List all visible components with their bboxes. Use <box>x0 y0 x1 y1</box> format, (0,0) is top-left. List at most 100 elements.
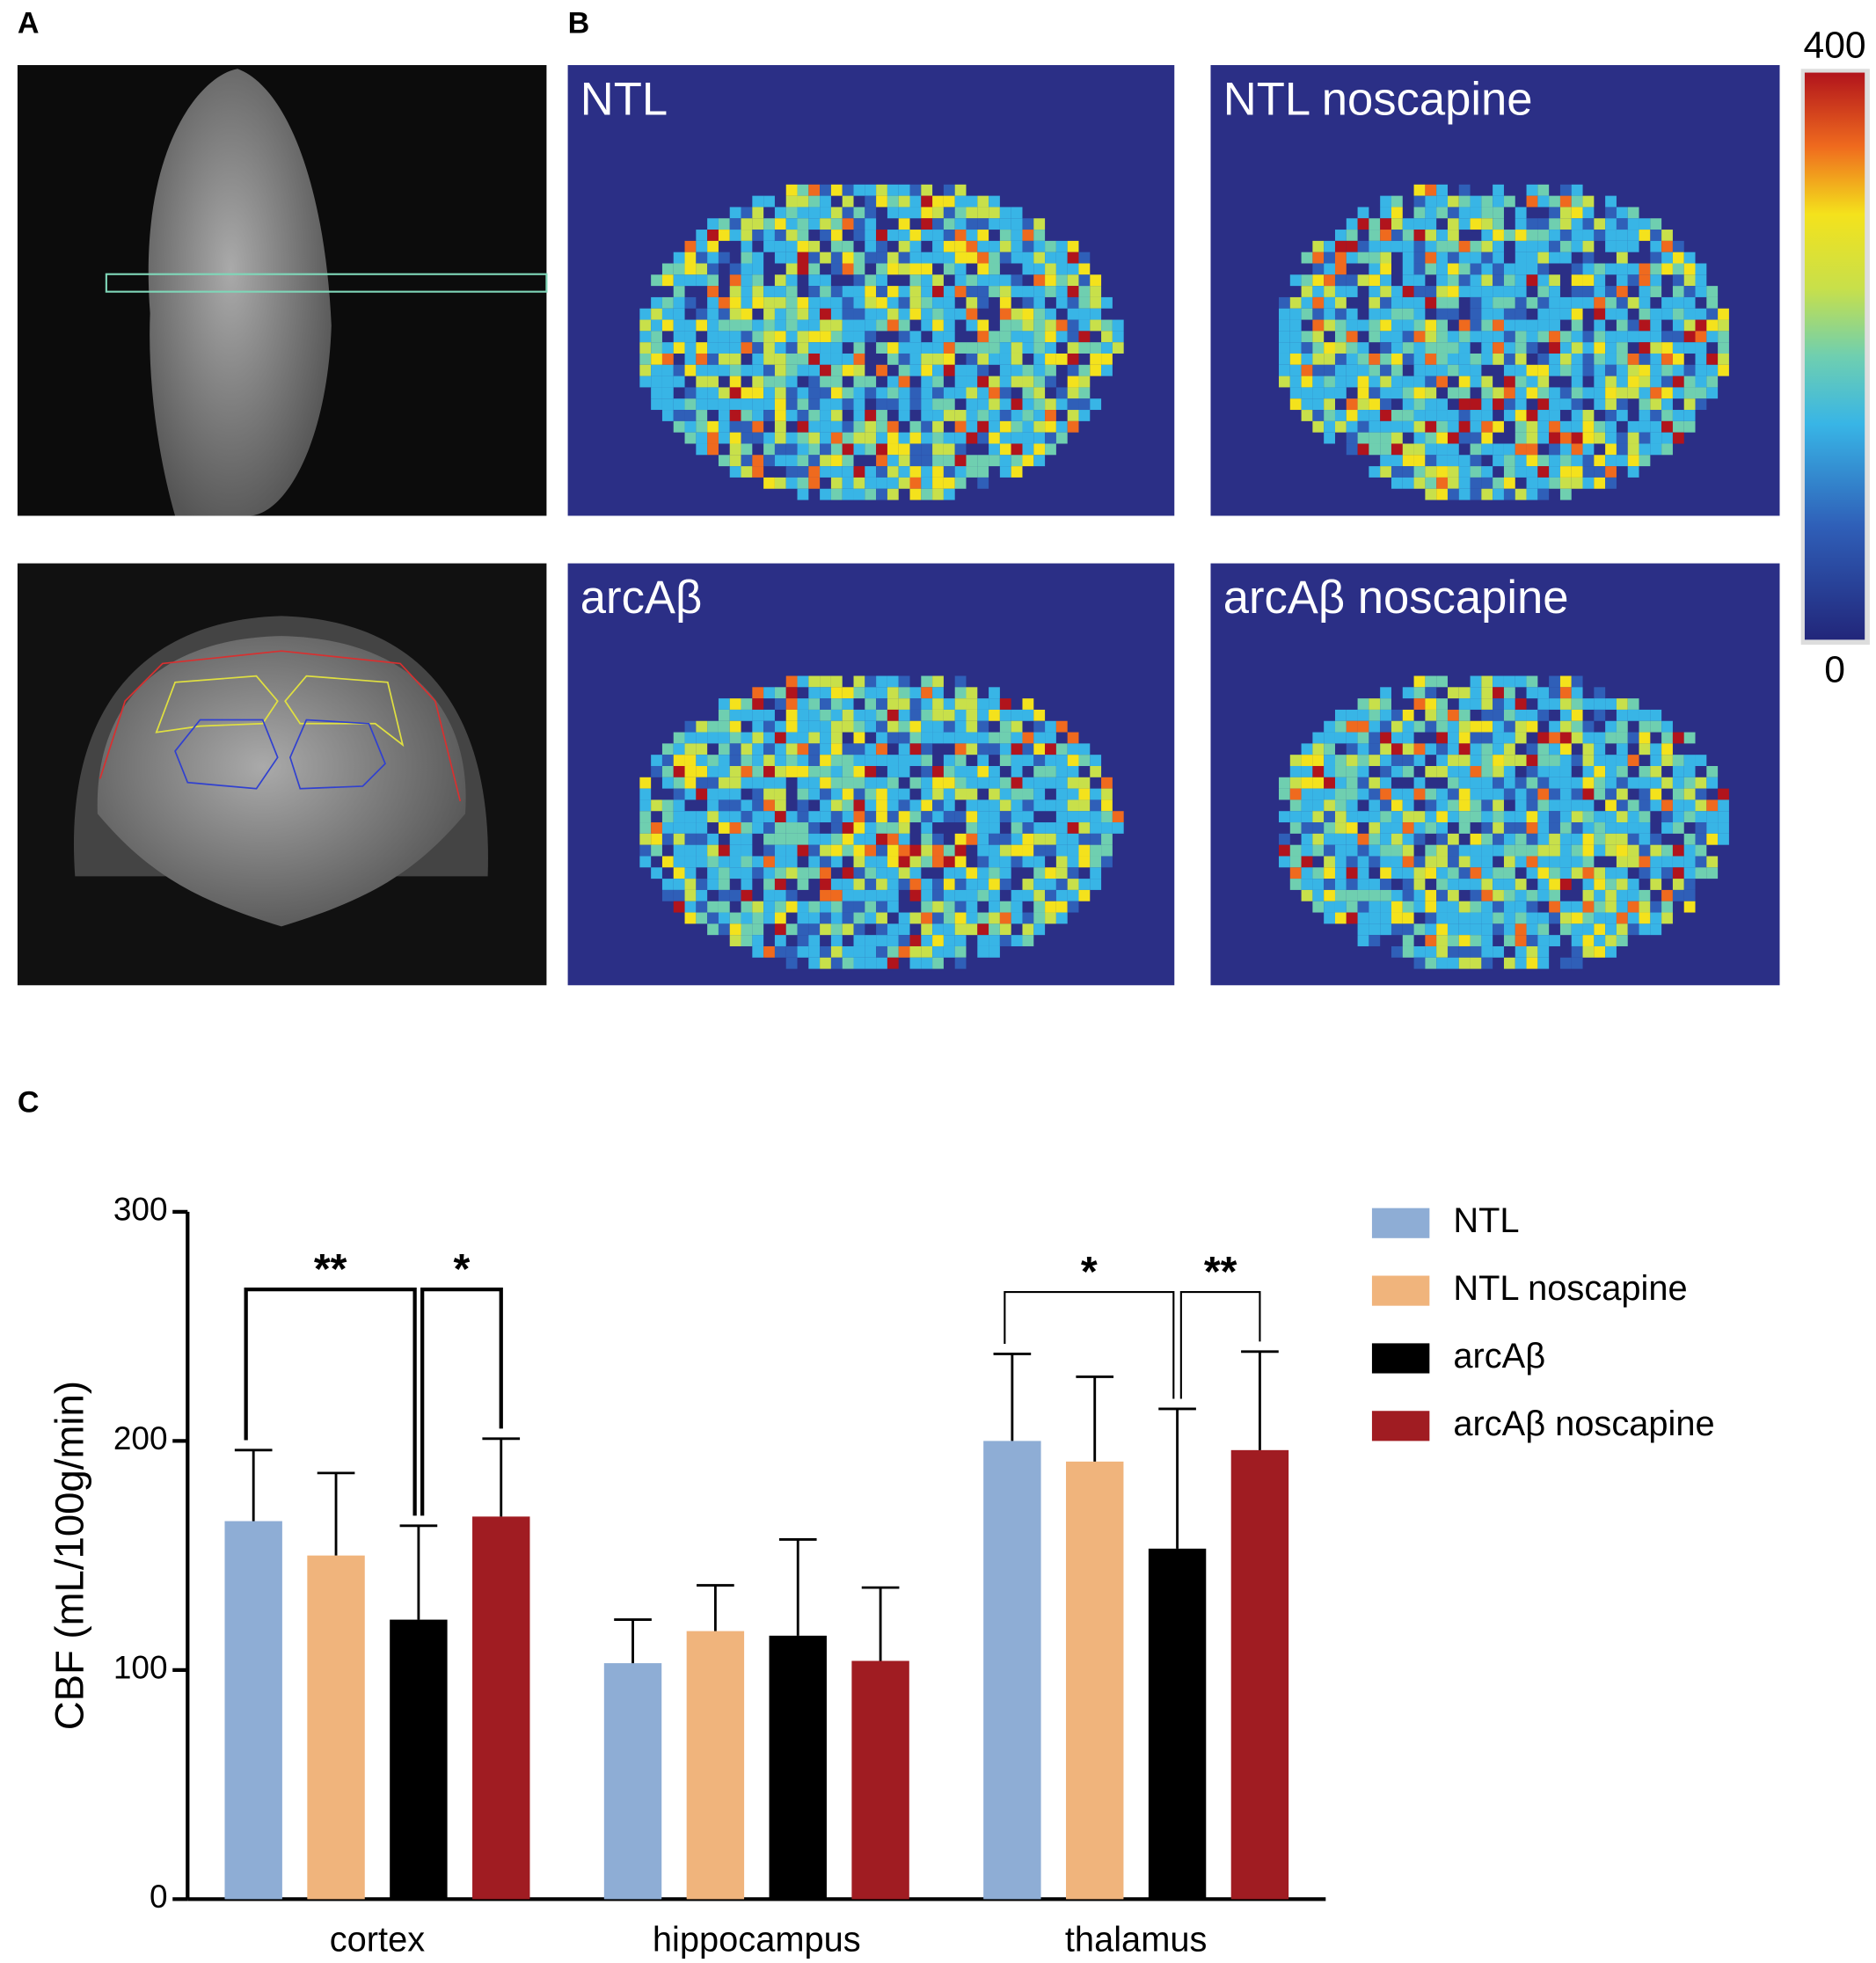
pixel <box>1402 755 1414 766</box>
pixel <box>1022 844 1034 857</box>
pixel <box>1515 364 1527 376</box>
pixel <box>1413 308 1426 320</box>
pixel <box>1605 207 1617 219</box>
pixel <box>1672 263 1684 275</box>
pixel <box>1022 732 1034 744</box>
pixel <box>1582 720 1595 733</box>
pixel <box>1537 387 1550 399</box>
pixel <box>1301 274 1313 287</box>
pixel <box>1481 743 1493 755</box>
pixel <box>1402 867 1414 879</box>
pixel <box>1413 195 1426 208</box>
legend-swatch <box>1371 1275 1430 1306</box>
pixel <box>1627 420 1639 433</box>
pixel <box>1112 319 1124 332</box>
pixel <box>1413 230 1426 241</box>
pixel <box>1458 698 1471 710</box>
pixel <box>1067 263 1079 275</box>
pixel <box>1683 867 1696 879</box>
pixel <box>1661 720 1673 733</box>
pixel <box>1594 455 1606 467</box>
pixel <box>696 889 708 901</box>
pixel <box>1011 319 1023 332</box>
pixel <box>1616 263 1628 275</box>
pixel <box>1346 844 1358 857</box>
pixel <box>999 443 1011 456</box>
pixel <box>673 252 685 264</box>
pixel <box>1559 867 1572 879</box>
pixel <box>797 387 809 399</box>
pixel <box>853 319 865 332</box>
pixel <box>752 252 764 264</box>
pixel <box>774 230 786 241</box>
pixel <box>909 687 922 699</box>
pixel <box>909 240 922 252</box>
pixel <box>830 218 843 230</box>
pixel <box>1011 811 1023 823</box>
pixel <box>763 799 775 812</box>
pixel <box>729 822 741 834</box>
pixel <box>1470 856 1482 868</box>
pixel <box>1391 353 1403 365</box>
pixel <box>1503 331 1515 343</box>
pixel <box>1695 364 1707 376</box>
pixel <box>1278 788 1290 800</box>
pixel <box>1481 957 1493 969</box>
pixel <box>830 331 843 343</box>
pixel <box>661 755 674 766</box>
pixel <box>1503 296 1515 309</box>
pixel <box>1571 687 1583 699</box>
pixel <box>1055 353 1068 365</box>
pixel <box>752 263 764 275</box>
pixel <box>684 252 697 264</box>
pixel <box>1357 844 1369 857</box>
pixel <box>673 833 685 845</box>
pixel <box>1616 811 1628 823</box>
pixel <box>865 698 877 710</box>
pixel <box>1515 376 1527 388</box>
pixel <box>673 867 685 879</box>
pixel <box>718 755 730 766</box>
pixel <box>999 353 1011 365</box>
pixel <box>718 364 730 376</box>
pixel <box>830 410 843 421</box>
pixel <box>1526 218 1538 230</box>
pixel <box>673 308 685 320</box>
pixel <box>1312 901 1325 913</box>
pixel <box>977 230 989 241</box>
pixel <box>1639 398 1651 411</box>
pixel <box>966 743 978 755</box>
pixel <box>774 353 786 365</box>
pixel <box>876 945 887 958</box>
pixel <box>1594 387 1606 399</box>
pixel <box>999 755 1011 766</box>
pixel <box>661 376 674 388</box>
pixel <box>1458 331 1471 343</box>
pixel <box>1458 240 1471 252</box>
pixel <box>898 387 910 399</box>
pixel <box>1402 274 1414 287</box>
pixel <box>932 319 944 332</box>
pixel <box>1515 811 1527 823</box>
pixel <box>954 743 967 755</box>
pixel <box>1481 342 1493 354</box>
pixel <box>1391 455 1403 467</box>
pixel <box>830 856 843 868</box>
pixel <box>954 410 967 421</box>
pixel <box>1594 777 1606 789</box>
pixel <box>999 230 1011 241</box>
pixel <box>842 720 854 733</box>
pixel <box>1559 398 1572 411</box>
pixel <box>1526 912 1538 924</box>
pixel <box>1055 889 1068 901</box>
pixel <box>830 230 843 241</box>
pixel <box>989 867 1000 879</box>
pixel <box>989 263 1000 275</box>
pixel <box>1078 822 1091 834</box>
pixel <box>1706 387 1719 399</box>
pixel <box>909 879 922 890</box>
pixel <box>1402 398 1414 411</box>
pixel <box>1425 240 1437 252</box>
pixel <box>1301 879 1313 890</box>
pixel <box>1413 218 1426 230</box>
